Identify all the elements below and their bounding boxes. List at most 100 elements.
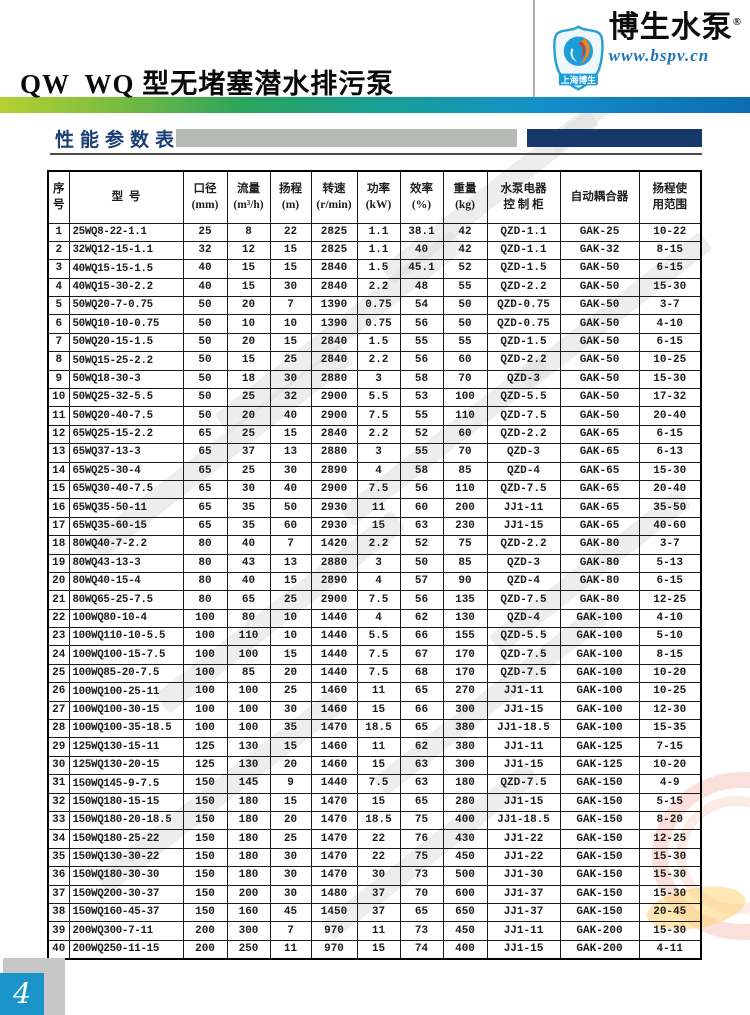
table-cell: 65 xyxy=(182,479,228,500)
table-cell: 52 xyxy=(399,535,444,555)
table-cell: 15-30 xyxy=(638,884,702,904)
brand-logo: 上海博生 博生水泵® www.bspv.cn xyxy=(552,12,742,102)
header-divider xyxy=(533,0,535,100)
table-cell: 73 xyxy=(399,866,444,886)
table-cell: 35 xyxy=(226,498,271,518)
table-cell: 4 xyxy=(356,571,401,592)
table-cell: 10 xyxy=(269,314,312,334)
model-cell: 100WQ100-35-18.5 xyxy=(68,719,184,739)
table-cell: JJ1-11 xyxy=(486,682,561,702)
table-cell: 65 xyxy=(182,443,228,463)
table-cell: 18 xyxy=(47,535,70,555)
table-cell: 0.75 xyxy=(356,296,401,316)
table-cell: 67 xyxy=(399,645,444,665)
column-header: 口径 (mm) xyxy=(182,170,228,224)
table-cell: 7 xyxy=(269,535,312,555)
table-cell: 30 xyxy=(269,866,312,886)
table-cell: 30 xyxy=(356,866,401,886)
table-cell: 8 xyxy=(226,222,271,242)
table-cell: GAK-65 xyxy=(559,516,640,537)
table-cell: 5 xyxy=(47,296,70,316)
table-cell: 80 xyxy=(182,535,228,555)
section-gray-bar xyxy=(176,129,517,147)
table-cell: 35 xyxy=(226,516,271,537)
table-cell: 23 xyxy=(47,627,70,647)
table-cell: 65 xyxy=(399,902,444,923)
table-cell: 650 xyxy=(442,902,488,923)
table-cell: 2930 xyxy=(310,498,358,518)
table-cell: 45 xyxy=(269,902,312,923)
table-cell: 400 xyxy=(442,939,488,960)
column-header: 流量 (m³/h) xyxy=(226,170,271,224)
table-cell: 11 xyxy=(356,921,401,941)
table-cell: 3 xyxy=(356,369,401,390)
table-cell: 2900 xyxy=(310,406,358,426)
table-cell: 22 xyxy=(356,829,401,849)
table-cell: GAK-80 xyxy=(559,535,640,555)
column-header: 水泵电器 控 制 柜 xyxy=(486,170,561,224)
model-cell: 100WQ100-30-15 xyxy=(68,700,184,721)
table-row: 12 65WQ25-15-2.2 65 25 15 2840 2.2 52 60 QZD-2.2 G… xyxy=(47,424,702,445)
table-cell: 15 xyxy=(356,755,401,776)
table-cell: 1440 xyxy=(310,645,358,665)
table-row: 23 100WQ110-10-5.5 100 110 10 1440 5.5 66 155 QZD… xyxy=(47,627,702,647)
table-cell: 970 xyxy=(310,939,358,960)
table-cell: 300 xyxy=(442,755,488,776)
table-cell: 36 xyxy=(47,866,70,886)
table-cell: 170 xyxy=(442,645,488,665)
table-cell: 35 xyxy=(47,847,70,868)
table-row: 39 200WQ300-7-11 200 300 7 970 11 73 450 JJ1-11 GA… xyxy=(47,921,702,941)
table-cell: 10-25 xyxy=(638,682,702,702)
table-cell: 74 xyxy=(399,939,444,960)
table-cell: 2880 xyxy=(310,553,358,573)
table-cell: 2900 xyxy=(310,590,358,610)
table-cell: 1470 xyxy=(310,829,358,849)
table-cell: 4-9 xyxy=(638,774,702,794)
table-cell: 3-7 xyxy=(638,535,702,555)
table-cell: 15 xyxy=(269,240,312,261)
table-cell: 20-40 xyxy=(638,479,702,500)
table-cell: 100 xyxy=(182,700,228,721)
brand-name: 博生水泵® xyxy=(608,11,742,44)
table-cell: 15-30 xyxy=(638,866,702,886)
table-cell: 200 xyxy=(226,884,271,904)
table-cell: 40-60 xyxy=(638,516,702,537)
table-cell: 110 xyxy=(226,627,271,647)
table-cell: 3 xyxy=(356,553,401,573)
model-cell: 150WQ200-30-37 xyxy=(68,884,184,904)
table-cell: 62 xyxy=(399,608,444,629)
table-cell: 50 xyxy=(182,314,228,334)
table-cell: 270 xyxy=(442,682,488,702)
table-cell: 37 xyxy=(47,884,70,904)
table-row: 28 100WQ100-35-18.5 100 100 35 1470 18.5 65 380 J… xyxy=(47,719,702,739)
table-cell: 2840 xyxy=(310,277,358,298)
table-cell: QZD-4 xyxy=(486,608,561,629)
table-cell: 450 xyxy=(442,921,488,941)
table-cell: 430 xyxy=(442,829,488,849)
table-cell: 1440 xyxy=(310,627,358,647)
table-row: 33 150WQ180-20-18.5 150 180 20 1470 18.5 75 400 J… xyxy=(47,810,702,831)
table-cell: 42 xyxy=(442,222,488,242)
table-cell: 4 xyxy=(47,277,70,298)
table-row: 21 80WQ65-25-7.5 80 65 25 2900 7.5 56 135 QZD-7.5… xyxy=(47,590,702,610)
table-cell: 450 xyxy=(442,847,488,868)
table-cell: 12-25 xyxy=(638,829,702,849)
model-cell: 80WQ40-15-4 xyxy=(68,571,184,592)
column-header: 功率 (kW) xyxy=(356,170,401,224)
table-cell: QZD-4 xyxy=(486,461,561,481)
table-cell: QZD-7.5 xyxy=(486,406,561,426)
table-cell: 7.5 xyxy=(356,663,401,684)
table-cell: 65 xyxy=(182,424,228,445)
table-cell: GAK-200 xyxy=(559,921,640,941)
model-cell: 200WQ300-7-11 xyxy=(68,921,184,941)
table-cell: 500 xyxy=(442,866,488,886)
table-cell: 20 xyxy=(269,755,312,776)
table-cell: 22 xyxy=(47,608,70,629)
model-cell: 32WQ12-15-1.1 xyxy=(68,240,184,261)
table-cell: 1460 xyxy=(310,737,358,757)
table-row: 16 65WQ35-50-11 65 35 50 2930 11 60 200 JJ1-11 GAK… xyxy=(47,498,702,518)
table-cell: 25 xyxy=(269,351,312,371)
table-cell: QZD-7.5 xyxy=(486,663,561,684)
table-cell: 1460 xyxy=(310,682,358,702)
brand-website[interactable]: www.bspv.cn xyxy=(608,46,710,65)
